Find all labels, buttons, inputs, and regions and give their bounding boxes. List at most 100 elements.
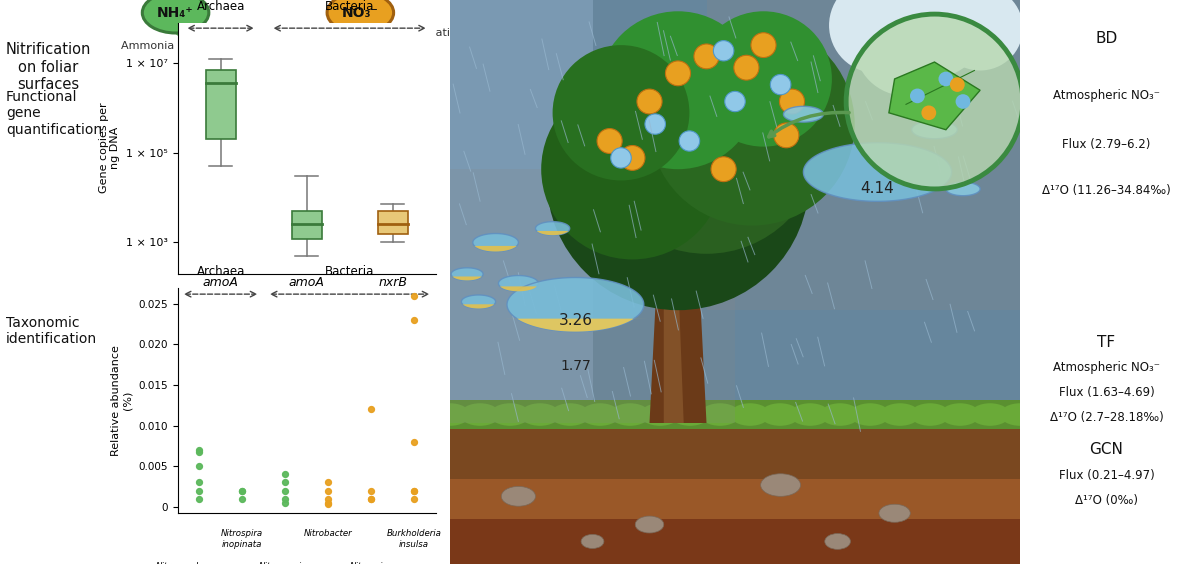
Polygon shape — [185, 42, 352, 44]
Polygon shape — [179, 37, 356, 39]
Polygon shape — [216, 71, 319, 73]
Point — [233, 486, 252, 495]
Polygon shape — [462, 295, 496, 309]
Polygon shape — [535, 222, 570, 235]
Point — [276, 470, 295, 479]
Polygon shape — [784, 106, 823, 122]
Polygon shape — [199, 56, 336, 58]
Point — [276, 478, 295, 487]
Polygon shape — [450, 276, 485, 280]
Circle shape — [950, 77, 965, 92]
Polygon shape — [473, 233, 518, 252]
Text: Flux (2.79–6.2): Flux (2.79–6.2) — [1062, 138, 1151, 151]
Point — [276, 494, 295, 503]
Polygon shape — [233, 86, 304, 88]
Polygon shape — [182, 41, 353, 42]
Polygon shape — [451, 268, 484, 280]
Polygon shape — [206, 63, 329, 64]
Point — [318, 498, 337, 507]
Polygon shape — [250, 102, 287, 103]
Ellipse shape — [850, 403, 890, 426]
Polygon shape — [257, 108, 280, 110]
Text: Nitrososphaeraceae: Nitrososphaeraceae — [156, 562, 242, 564]
Point — [404, 437, 424, 446]
Polygon shape — [203, 59, 332, 61]
Polygon shape — [242, 95, 294, 96]
Polygon shape — [226, 80, 311, 81]
Y-axis label: Relative abundance
(%): Relative abundance (%) — [112, 345, 133, 456]
Point — [404, 486, 424, 495]
Text: Archaea: Archaea — [197, 266, 245, 279]
Ellipse shape — [640, 403, 680, 426]
Circle shape — [695, 11, 832, 147]
Polygon shape — [498, 275, 539, 291]
Text: Ammonia oxidation: Ammonia oxidation — [121, 41, 229, 51]
Point — [361, 405, 380, 414]
Bar — [850, 25, 1008, 56]
Polygon shape — [260, 112, 275, 113]
Point — [318, 494, 337, 503]
Polygon shape — [259, 110, 277, 112]
Text: Bacteria: Bacteria — [325, 266, 374, 279]
Circle shape — [751, 33, 776, 58]
Polygon shape — [244, 96, 292, 98]
Polygon shape — [188, 46, 348, 47]
Polygon shape — [253, 105, 283, 107]
Polygon shape — [470, 246, 521, 252]
Polygon shape — [222, 76, 314, 78]
Polygon shape — [256, 107, 281, 108]
Polygon shape — [218, 73, 318, 74]
Polygon shape — [223, 78, 312, 80]
Polygon shape — [194, 51, 342, 52]
Ellipse shape — [760, 403, 800, 426]
Point — [361, 494, 380, 503]
Ellipse shape — [610, 403, 650, 426]
Bar — [205, 70, 235, 139]
Point — [190, 478, 209, 487]
Circle shape — [854, 0, 958, 96]
Text: Δ¹⁷O (0‰): Δ¹⁷O (0‰) — [1075, 494, 1138, 507]
Text: Nitrite oxidation: Nitrite oxidation — [374, 28, 464, 38]
Polygon shape — [251, 103, 284, 105]
Point — [318, 478, 337, 487]
Ellipse shape — [490, 403, 530, 426]
Ellipse shape — [970, 403, 1010, 426]
Text: Flux (1.63–4.69): Flux (1.63–4.69) — [1058, 386, 1154, 399]
Point — [276, 486, 295, 495]
Polygon shape — [227, 81, 308, 83]
Y-axis label: Gene copies per
ng DNA: Gene copies per ng DNA — [98, 103, 120, 193]
Polygon shape — [247, 100, 288, 102]
Ellipse shape — [910, 403, 950, 426]
Point — [276, 498, 295, 507]
Text: NO₃⁻: NO₃⁻ — [342, 6, 379, 20]
Polygon shape — [230, 85, 305, 86]
Text: Archaea: Archaea — [197, 1, 245, 14]
Polygon shape — [264, 115, 271, 117]
Bar — [378, 211, 408, 234]
Point — [404, 486, 424, 495]
Bar — [450, 169, 734, 423]
Text: NO₂⁻: NO₂⁻ — [250, 133, 287, 147]
Bar — [450, 400, 1020, 429]
Text: Nitrobacter: Nitrobacter — [304, 530, 353, 539]
Ellipse shape — [670, 403, 710, 426]
Point — [190, 447, 209, 456]
Circle shape — [666, 61, 690, 86]
Circle shape — [599, 11, 758, 169]
Polygon shape — [508, 277, 643, 332]
Bar — [450, 0, 1020, 406]
Ellipse shape — [878, 504, 911, 522]
Circle shape — [649, 23, 854, 226]
Polygon shape — [187, 44, 349, 46]
Ellipse shape — [880, 403, 920, 426]
Circle shape — [694, 44, 719, 69]
Polygon shape — [664, 197, 684, 423]
Ellipse shape — [700, 403, 740, 426]
Polygon shape — [175, 34, 360, 36]
Text: Atmospheric NO₃⁻: Atmospheric NO₃⁻ — [1052, 89, 1160, 102]
Polygon shape — [211, 66, 325, 68]
Text: Nitrospira
inopinata: Nitrospira inopinata — [221, 530, 263, 549]
Text: 3.26: 3.26 — [558, 312, 593, 328]
Point — [190, 446, 209, 455]
Polygon shape — [497, 287, 540, 291]
